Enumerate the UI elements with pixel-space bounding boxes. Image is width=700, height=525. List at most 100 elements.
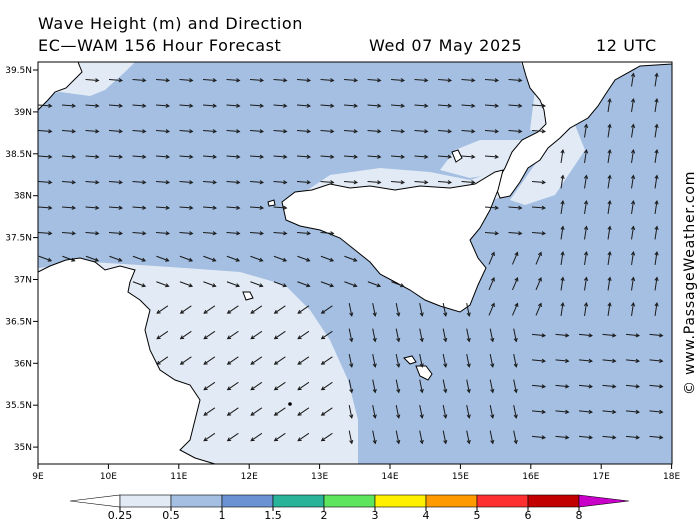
wave-arrow bbox=[320, 129, 335, 134]
wave-arrow bbox=[108, 103, 124, 108]
lon-label: 15E bbox=[452, 472, 469, 482]
wave-arrow bbox=[390, 154, 406, 159]
wave-arrow bbox=[297, 432, 310, 442]
wave-arrow bbox=[249, 103, 265, 108]
wave-arrow bbox=[419, 430, 424, 445]
land-tunisia bbox=[38, 257, 216, 464]
wave-arrow bbox=[654, 302, 659, 317]
wave-arrow bbox=[442, 354, 448, 368]
wave-arrow bbox=[372, 328, 377, 343]
wave-arrow bbox=[513, 430, 518, 445]
legend-swatch bbox=[221, 494, 274, 508]
lon-label: 9E bbox=[32, 472, 44, 482]
wave-arrow bbox=[179, 281, 194, 288]
wave-arrow bbox=[226, 407, 239, 416]
wave-arrow bbox=[607, 251, 612, 266]
wave-arrow bbox=[273, 231, 288, 236]
wave-arrow bbox=[179, 205, 194, 210]
wave-arrow bbox=[132, 154, 147, 159]
wave-arrow bbox=[320, 330, 333, 340]
wave-arrow bbox=[489, 328, 495, 343]
wave-arrow bbox=[343, 129, 359, 134]
wave-arrow bbox=[249, 231, 265, 236]
wave-arrow bbox=[132, 78, 147, 83]
wave-arrow bbox=[607, 225, 612, 240]
wave-arrow bbox=[508, 78, 523, 83]
wave-arrow bbox=[226, 103, 241, 108]
wave-arrow bbox=[226, 129, 241, 134]
wave-arrow bbox=[654, 123, 659, 138]
wave-arrow bbox=[85, 180, 100, 185]
wave-arrow bbox=[226, 205, 241, 210]
wave-arrow bbox=[297, 330, 310, 340]
wave-arrow bbox=[320, 432, 333, 442]
wave-arrow bbox=[535, 251, 542, 265]
wave-arrow bbox=[508, 231, 523, 236]
wave-arrow bbox=[62, 255, 76, 262]
wave-arrow bbox=[560, 251, 565, 266]
wave-arrow bbox=[344, 281, 358, 288]
wave-arrow bbox=[442, 328, 448, 343]
island-malta bbox=[403, 355, 433, 381]
wave-arrow bbox=[489, 354, 495, 368]
wave-arrow bbox=[343, 103, 359, 108]
wave-arrow bbox=[395, 354, 401, 368]
wave-arrow bbox=[513, 405, 518, 419]
wave-arrow bbox=[273, 305, 286, 314]
wave-arrow bbox=[226, 78, 241, 83]
wave-arrow bbox=[488, 277, 495, 291]
wave-arrow bbox=[654, 174, 659, 189]
wave-arrow bbox=[273, 255, 288, 262]
wave-arrow bbox=[395, 303, 401, 317]
wave-arrow bbox=[630, 200, 636, 215]
wave-arrow bbox=[179, 103, 194, 108]
wave-arrow bbox=[273, 281, 288, 288]
wave-arrow bbox=[249, 154, 265, 159]
wave-arrow bbox=[583, 225, 589, 240]
wave-arrow bbox=[649, 409, 664, 414]
wave-arrow bbox=[583, 174, 589, 189]
wave-arrow bbox=[390, 129, 406, 134]
wave-arrow bbox=[630, 149, 636, 164]
wave-arrow bbox=[226, 356, 239, 365]
wave-arrow bbox=[654, 225, 659, 240]
map-axes: 9E 10E 11E 12E 13E 14E 15E 16E 17E 18E 39.5N 39N 38.… bbox=[5, 66, 680, 482]
legend-label: 0.5 bbox=[162, 509, 180, 522]
wave-arrow bbox=[249, 180, 265, 185]
lon-label: 18E bbox=[663, 472, 680, 482]
wave-arrow bbox=[535, 277, 542, 291]
wave-arrow bbox=[461, 180, 476, 185]
wave-arrow bbox=[108, 205, 124, 210]
wave-arrow bbox=[132, 205, 147, 210]
wave-arrow bbox=[273, 78, 288, 83]
wave-arrow bbox=[466, 354, 471, 368]
wave-arrow bbox=[461, 154, 476, 159]
wave-arrow bbox=[437, 154, 453, 159]
wave-arrow bbox=[132, 231, 147, 236]
wave-arrow bbox=[560, 200, 565, 215]
wave-arrow bbox=[649, 435, 664, 440]
wave-arrow bbox=[296, 103, 312, 108]
wave-arrow bbox=[273, 381, 286, 391]
legend-label: 2 bbox=[321, 509, 328, 522]
island-pantelleria bbox=[242, 291, 254, 301]
legend-label: 5 bbox=[474, 509, 481, 522]
island-lampione bbox=[288, 402, 292, 406]
wave-arrow bbox=[630, 276, 636, 291]
wave-arrow bbox=[273, 205, 288, 210]
wave-arrow bbox=[625, 435, 641, 440]
lat-label: 39N bbox=[14, 108, 32, 118]
wave-arrow bbox=[625, 333, 641, 338]
wave-arrow bbox=[179, 180, 194, 185]
wave-arrow bbox=[320, 407, 333, 416]
wave-arrow bbox=[489, 430, 495, 445]
wave-arrow bbox=[320, 78, 335, 83]
wave-arrow bbox=[85, 129, 100, 134]
wave-arrow bbox=[466, 303, 471, 317]
wave-arrow bbox=[419, 303, 424, 317]
wave-arrow bbox=[513, 379, 518, 394]
wave-arrow bbox=[466, 430, 471, 445]
wave-arrow bbox=[484, 154, 500, 159]
wave-arrow bbox=[607, 174, 612, 189]
wave-arrow bbox=[512, 251, 519, 265]
